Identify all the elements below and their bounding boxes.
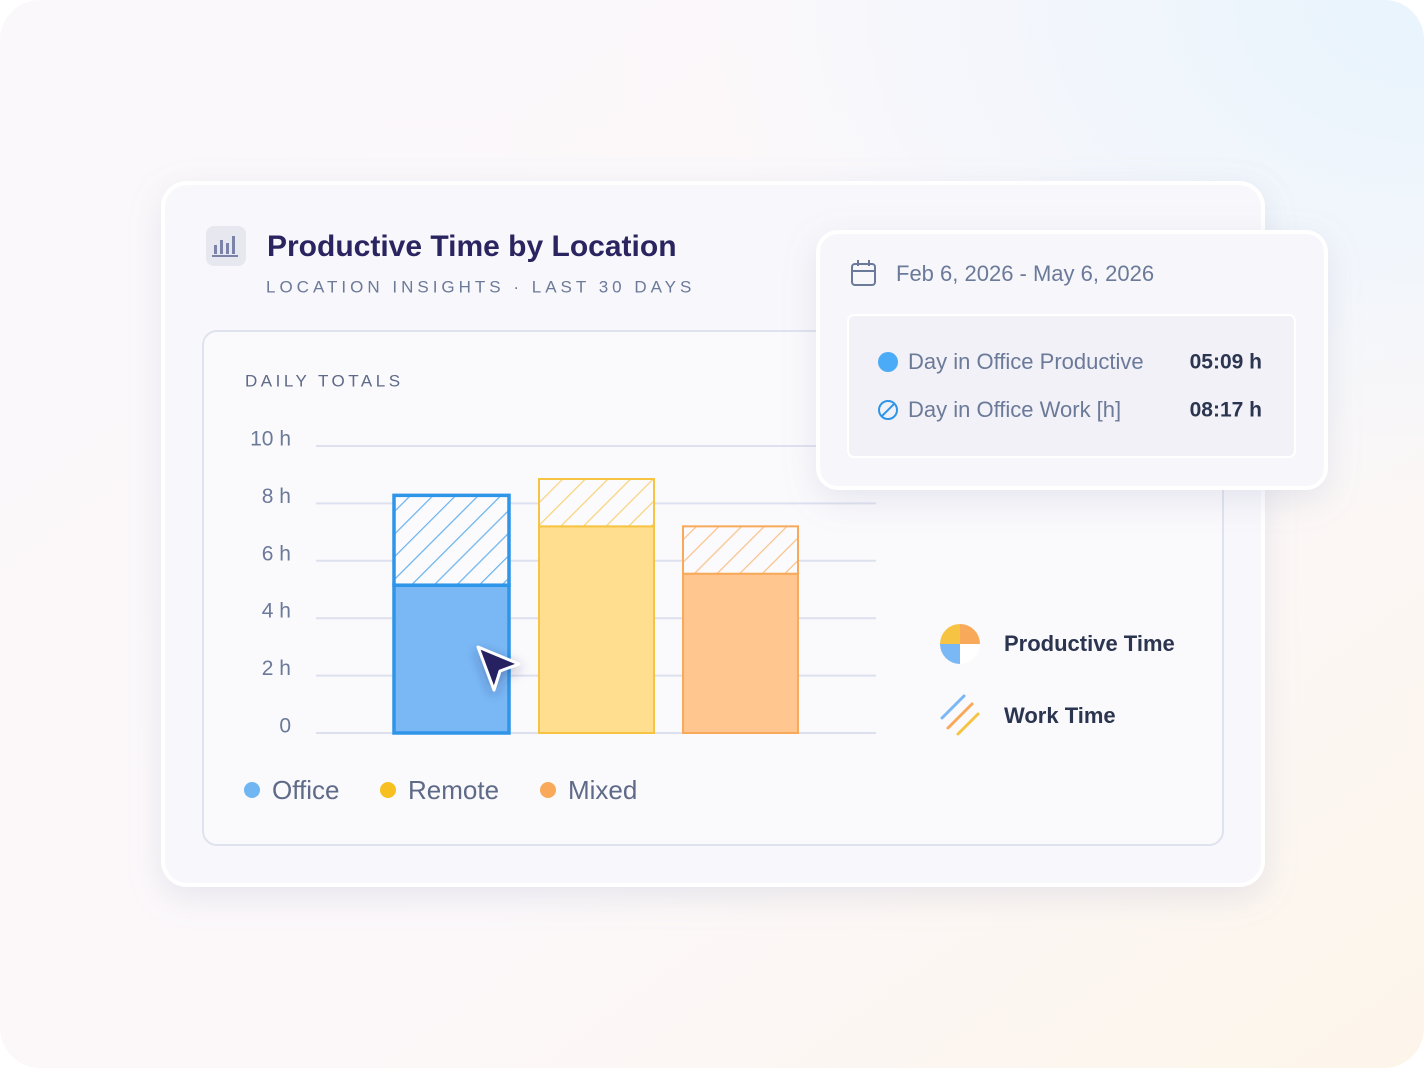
y-tick-label: 0 bbox=[279, 715, 291, 738]
calendar-icon bbox=[851, 260, 876, 286]
y-tick-label: 10 h bbox=[250, 428, 291, 451]
row-icon-slash bbox=[881, 403, 895, 417]
cursor bbox=[476, 645, 521, 692]
pie-slice bbox=[940, 644, 960, 664]
legend-label: Remote bbox=[408, 775, 499, 805]
legend-series: Work Time bbox=[1004, 703, 1116, 728]
subtitle: LOCATION INSIGHTS · LAST 30 DAYS bbox=[266, 277, 695, 296]
work-icon bbox=[940, 694, 980, 736]
legend-series: Productive Time bbox=[1004, 631, 1175, 656]
hatch-stroke bbox=[940, 694, 966, 720]
legend-dot bbox=[244, 782, 260, 798]
legend: Office Remote Mixed Productive Time Work Tim… bbox=[244, 624, 1175, 805]
work-time-bar bbox=[682, 525, 799, 575]
y-tick-label: 2 h bbox=[262, 657, 291, 680]
row-value: 08:17 h bbox=[1190, 399, 1262, 422]
productive-bar bbox=[682, 572, 799, 735]
date-range: Feb 6, 2026 - May 6, 2026 bbox=[896, 261, 1154, 286]
row-value: 05:09 h bbox=[1190, 351, 1262, 374]
y-tick-label: 6 h bbox=[262, 542, 291, 565]
title: Productive Time by Location bbox=[267, 230, 677, 263]
pie-slice bbox=[940, 624, 960, 644]
plot: 0 2 h 4 h 6 h 8 h 10 h bbox=[250, 428, 876, 738]
legend-dot bbox=[380, 782, 396, 798]
tooltip-body bbox=[847, 314, 1296, 458]
hatch-stroke bbox=[956, 712, 980, 736]
work-time-bar bbox=[392, 493, 511, 587]
y-tick-label: 4 h bbox=[262, 600, 291, 623]
pie-slice bbox=[960, 624, 980, 644]
legend-label: Mixed bbox=[568, 775, 637, 805]
legend-label: Office bbox=[272, 775, 339, 805]
chart-title: DAILY TOTALS bbox=[245, 371, 404, 390]
productive-icon bbox=[940, 624, 980, 664]
row-dot bbox=[878, 352, 898, 372]
row-icon bbox=[878, 400, 898, 420]
tooltip: Feb 6, 2026 - May 6, 2026 Day in Office … bbox=[816, 230, 1328, 490]
chart-icon bbox=[212, 236, 238, 257]
row-label: Day in Office Work [h] bbox=[908, 397, 1121, 422]
work-time-bar bbox=[538, 478, 655, 528]
productive-bar bbox=[538, 525, 655, 734]
legend-dot bbox=[540, 782, 556, 798]
y-tick-label: 8 h bbox=[262, 485, 291, 508]
hatch-stroke bbox=[946, 702, 974, 730]
row-label: Day in Office Productive bbox=[908, 349, 1144, 374]
